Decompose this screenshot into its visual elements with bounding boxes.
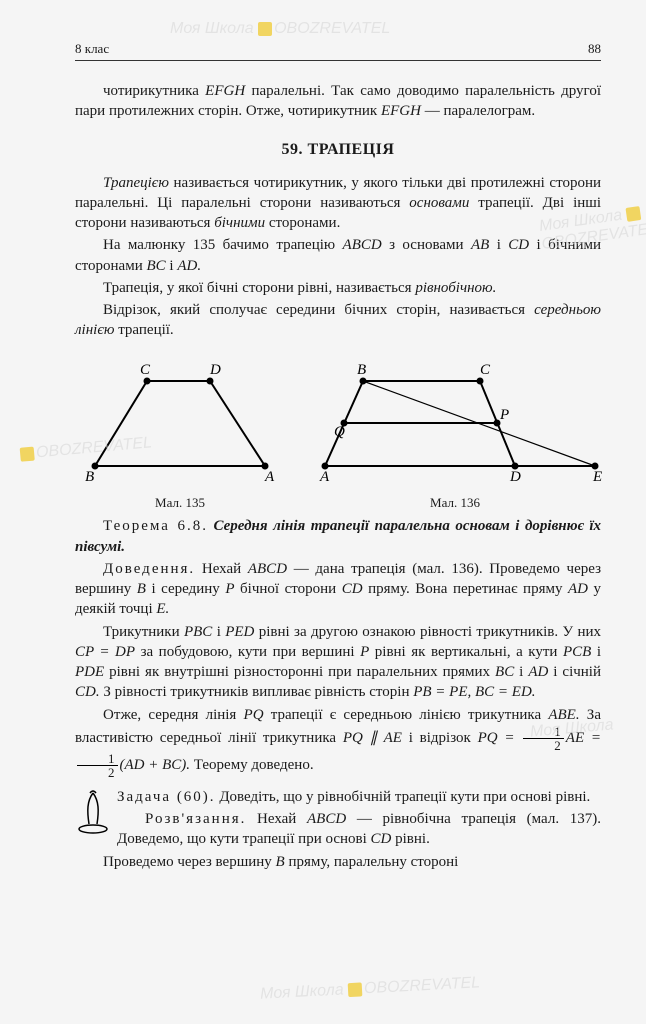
page-number: 88 bbox=[588, 40, 601, 58]
svg-text:P: P bbox=[499, 407, 509, 423]
svg-text:A: A bbox=[264, 469, 275, 485]
proof-paragraph-2: Трикутники PBC і PED рівні за другою озн… bbox=[75, 622, 601, 703]
svg-text:D: D bbox=[509, 469, 521, 485]
watermark: Моя Школа OBOZREVATEL bbox=[260, 974, 481, 1004]
pen-icon bbox=[75, 789, 111, 834]
section-title: 59. ТРАПЕЦІЯ bbox=[75, 139, 601, 161]
page: 8 клас 88 чотирикутника EFGH паралельні.… bbox=[0, 0, 646, 904]
figure-135: C D B A Мал. 135 bbox=[75, 356, 285, 512]
intro-paragraph: чотирикутника EFGH паралельні. Так само … bbox=[75, 81, 601, 122]
task-paragraph: Задача (60). Доведіть, що у рівнобічній … bbox=[75, 787, 601, 807]
figure-136: A B C D E Q P Мал. 136 bbox=[305, 356, 605, 512]
page-header: 8 клас 88 bbox=[75, 40, 601, 61]
figure-ref-paragraph: На малюнку 135 бачимо трапецію ABCD з ос… bbox=[75, 235, 601, 276]
trapezoid-diagram-136: A B C D E Q P bbox=[305, 356, 605, 486]
proof-paragraph-1: Доведення. Нехай ABCD — дана трапеція (м… bbox=[75, 559, 601, 620]
proof-paragraph-3: Отже, середня лінія PQ трапеції є середн… bbox=[75, 705, 601, 779]
theorem-statement: Теорема 6.8. Середня лінія трапеції пара… bbox=[75, 516, 601, 557]
svg-text:E: E bbox=[592, 469, 602, 485]
svg-text:D: D bbox=[209, 362, 221, 378]
figures-row: C D B A Мал. 135 A B C bbox=[75, 356, 601, 512]
midline-paragraph: Відрізок, який сполучає середини бічних … bbox=[75, 300, 601, 341]
svg-text:C: C bbox=[140, 362, 151, 378]
figure-135-caption: Мал. 135 bbox=[75, 494, 285, 512]
solution-paragraph: Розв'язання. Нехай ABCD — рівнобічна тра… bbox=[75, 809, 601, 850]
figure-136-caption: Мал. 136 bbox=[305, 494, 605, 512]
grade-label: 8 клас bbox=[75, 40, 109, 58]
definition-paragraph: Трапецією називається чотирикутник, у як… bbox=[75, 173, 601, 234]
svg-text:B: B bbox=[357, 362, 366, 378]
trapezoid-diagram-135: C D B A bbox=[75, 356, 285, 486]
svg-text:B: B bbox=[85, 469, 94, 485]
svg-text:Q: Q bbox=[334, 424, 345, 440]
last-paragraph: Проведемо через вершину B пряму, паралел… bbox=[75, 852, 601, 872]
isosceles-paragraph: Трапеція, у якої бічні сторони рівні, на… bbox=[75, 278, 601, 298]
svg-text:C: C bbox=[480, 362, 491, 378]
svg-text:A: A bbox=[319, 469, 330, 485]
